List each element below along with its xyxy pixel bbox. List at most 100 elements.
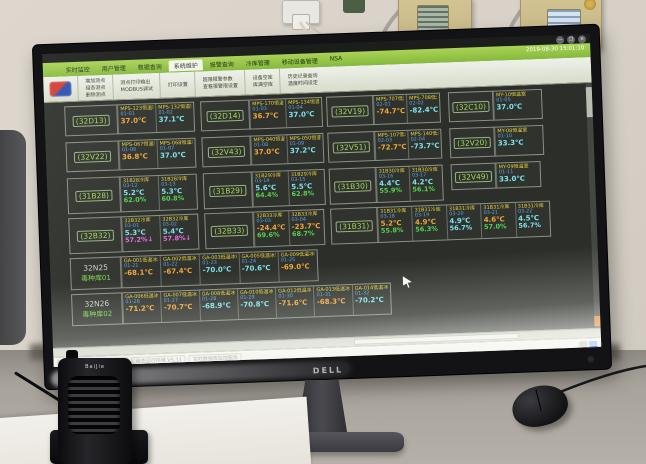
temperature-value: -71.2℃ [125,304,155,314]
sensor-cell[interactable]: MPS-107低温冰箱 02-03 -72.7℃ [374,130,409,161]
sensor-cell[interactable]: GA-007低温冰箱 01-27 -70.7℃ [160,290,200,322]
sensor-cell[interactable]: MPS-068恒温箱 01-07 37.0℃ [156,138,196,169]
sensor-cell[interactable]: 32B33冷库 03-03 -24.4℃ 69.6% [253,211,290,247]
sensor-cell[interactable]: 31B31冷库 03-18 5.2℃ 55.8% [377,206,413,242]
sensor-cell[interactable]: MPS-067恒温箱 01-06 36.8℃ [118,140,158,170]
toolbar-button[interactable]: 打印设置 [167,81,188,89]
menu-item-用户管理[interactable]: 用户管理 [101,64,126,73]
device-panel-32B32[interactable]: (32B32) 32B32冷库 03-01 5.3℃ 57.2%↓ 32B32冷库 03-0… [68,213,200,255]
device-panel-32V49[interactable]: (32V49) MY-09恒温室 01-11 33.0℃ [450,160,542,191]
panel-id-label: (32C10) [452,100,490,113]
monitor-screen: — ❐ ✕ 实时监控 用户管理 数据查询 系统维护 报警查询 冷库管理 移动设备管理 NSA 20… [42,34,602,367]
device-panel-31B30[interactable]: (31B30) 31B30冷库 03-16 4.4℃ 55.9% 31B30冷库 03-17… [328,164,444,205]
sensor-cell[interactable]: GA-008低温冰箱 01-28 -68.9℃ [198,289,238,321]
temperature-value: -68.1℃ [124,268,154,278]
scrollbar-thumb[interactable] [585,87,593,118]
monitoring-canvas: (32D13) MPS-123恒温箱 01-01 37.0℃ MPS-132恒温箱 01-… [44,83,601,348]
device-panel-31B31[interactable]: (31B31) 31B31冷库 03-18 5.2℃ 55.8% 31B31冷库 03-19… [330,200,552,245]
taskbar-button[interactable]: 组态运行环境 V5.11 [131,354,187,367]
toolbar-button[interactable]: 查看报警限设置 [202,83,239,91]
panel-id-label: (31B31) [335,219,373,232]
sensor-cell[interactable]: 31B28冷库 03-13 5.3℃ 60.8% [157,174,197,210]
temperature-value: 37.0℃ [120,116,147,126]
device-panel-32B33[interactable]: (32B33) 32B33冷库 03-03 -24.4℃ 69.6% 32B33冷库 03-… [204,208,326,250]
sensor-cell[interactable]: MPS-140低温冰箱 02-04 -73.7℃ [407,129,442,159]
menu-item-移动设备管理[interactable]: 移动设备管理 [281,57,318,66]
device-panel-32V22[interactable]: (32V22) MPS-067恒温箱 01-06 36.8℃ MPS-068恒温箱 01-… [65,137,197,173]
sensor-cell[interactable]: GA-006低温冰箱 01-26 -71.2℃ [122,291,162,324]
device-panel-32N26[interactable]: 32N26 毒种库02 GA-006低温冰箱 01-26 -71.2℃ GA-007低温冰… [71,282,392,327]
sensor-cell[interactable]: 31B28冷库 03-12 5.2℃ 62.0% [119,175,159,212]
humidity-value: 56.1% [412,184,436,194]
toolbar-button[interactable]: 库满空库 [252,81,274,89]
device-panel-32V43[interactable]: (32V43) MPS-040恒温箱 01-08 37.0℃ MPS-050恒温箱 01-… [201,132,325,168]
temperature-value: -73.7℃ [410,141,440,151]
sensor-cell[interactable]: 31B31冷库 03-20 4.9℃ 56.7% [445,204,482,240]
menu-item-冷库管理[interactable]: 冷库管理 [245,59,270,68]
device-panel-31B29[interactable]: (31B29) 31B29冷库 03-14 5.6℃ 64.4% 31B29冷库 03-15… [202,168,326,210]
sensor-cell[interactable]: MPS-134恒温箱 01-04 37.0℃ [285,97,323,128]
sensor-cell[interactable]: GA-013低温冰箱 01-31 -68.3℃ [313,284,353,317]
toolbar-button[interactable]: 组态测点 [85,84,106,92]
sensor-cell[interactable]: MPS-707低温冰箱 02-01 -74.7℃ [372,94,407,125]
sensor-cell[interactable]: GA-012低温冰箱 01-30 -71.6℃ [275,286,315,318]
sensor-cell[interactable]: 31B31冷库 03-19 4.9℃ 56.3% [411,205,448,241]
panel-id-label: (31B28) [75,189,113,202]
toolbar-button[interactable]: 删除测点 [85,91,106,99]
vertical-scrollbar[interactable] [585,83,601,329]
mouse-cursor [403,276,412,288]
sensor-cell[interactable]: GA-010低温冰箱 01-29 -70.8℃ [236,287,277,320]
device-panel-32V20[interactable]: (32V20) MY-08恒温室 01-10 33.3℃ [449,124,545,159]
toolbar-button[interactable]: 历史记录查询 [287,73,318,81]
toolbar-button[interactable]: 增加测点 [85,77,106,85]
sensor-cell[interactable]: 32B32冷库 03-02 5.4℃ 57.8%↓ [159,214,199,250]
sensor-cell[interactable]: GA-009低温冰箱 01-25 -69.0℃ [277,250,318,282]
toolbar-button[interactable]: 设备空库 [252,74,273,82]
sensor-cell[interactable]: 31B30冷库 03-16 4.4℃ 55.9% [375,166,410,202]
app-logo-icon [49,81,72,97]
device-panel-32V51[interactable]: (32V51) MPS-107低温冰箱 02-03 -72.7℃ MPS-140低温冰箱… [327,128,443,163]
sensor-cell[interactable]: GA-002低温冰箱 01-22 -67.4℃ [159,254,201,286]
sensor-cell[interactable]: MPS-040恒温箱 01-08 37.0℃ [250,135,288,165]
sensor-cell[interactable]: GA-001低温冰箱 01-21 -68.1℃ [120,255,161,288]
panel-id-label: (31B29) [209,184,247,197]
sensor-cell[interactable]: 31B31冷库 03-22 4.5℃ 56.7% [514,201,551,237]
menu-item-系统维护[interactable]: 系统维护 [168,58,203,72]
device-panel-32D14[interactable]: (32D14) MPS-170恒温箱 01-03 36.7℃ MPS-134恒温箱 01-… [200,96,324,132]
sensor-cell[interactable]: GA-005低温冰箱 01-24 -70.6℃ [238,251,279,284]
toolbar-button[interactable]: MODBUS调试 [120,86,154,94]
temperature-value: -82.4℃ [409,105,439,115]
temperature-value: -68.9℃ [201,301,231,311]
menu-item-数据查询[interactable]: 数据查询 [137,63,162,72]
sensor-cell[interactable]: 31B29冷库 03-14 5.6℃ 64.4% [251,171,289,207]
device-panel-32D13[interactable]: (32D13) MPS-123恒温箱 01-01 37.0℃ MPS-132恒温箱 01-… [64,101,196,137]
sensor-cell[interactable]: 32B32冷库 03-01 5.3℃ 57.2%↓ [121,215,161,252]
sensor-cell[interactable]: MY-09恒温室 01-11 33.0℃ [495,161,541,188]
sensor-cell[interactable]: GA-003低温冰箱 01-23 -70.0℃ [199,253,240,285]
device-panel-32N25[interactable]: 32N25 毒种库01 GA-001低温冰箱 01-21 -68.1℃ GA-002低温冰… [69,249,319,291]
sensor-cell[interactable]: MPS-708低温冰箱 02-02 -82.4℃ [405,93,440,123]
sensor-cell[interactable]: MY-10恒温室 01-05 37.0℃ [492,89,542,120]
sensor-cell[interactable]: 31B30冷库 03-17 4.2℃ 56.1% [408,165,443,201]
sensor-cell[interactable]: GA-014低温冰箱 01-32 -70.2℃ [351,283,391,315]
sensor-cell[interactable]: MPS-170恒温箱 01-03 36.7℃ [249,99,287,129]
toolbar-button[interactable]: 温度时间设定 [287,80,319,88]
humidity-value: 62.8% [291,189,315,199]
device-panel-32V19[interactable]: (32V19) MPS-707低温冰箱 02-01 -74.7℃ MPS-708低温冰箱… [325,92,441,127]
menu-item-报警查询[interactable]: 报警查询 [209,60,234,69]
menu-item-NSA[interactable]: NSA [329,54,343,63]
device-panel-32C10[interactable]: (32C10) MY-10恒温室 01-05 37.0℃ [447,88,543,123]
sensor-cell[interactable]: 31B29冷库 03-15 5.5℃ 62.8% [287,169,325,206]
sensor-cell[interactable]: MY-08恒温室 01-10 33.3℃ [494,125,544,156]
sensor-cell[interactable]: MPS-123恒温箱 01-01 37.0℃ [117,104,157,134]
toolbar-button[interactable]: 测点打印输出 [120,79,151,87]
sensor-cell[interactable]: MPS-050恒温箱 01-09 37.2℃ [286,133,324,164]
sensor-cell[interactable]: 31B31冷库 03-21 4.6℃ 57.0% [480,202,516,239]
temperature-value: 37.0℃ [288,110,315,120]
speaker-grille-icon [68,376,120,434]
temperature-value: -70.0℃ [202,265,232,275]
menu-item-实时监控[interactable]: 实时监控 [65,65,90,74]
sensor-cell[interactable]: 32B33冷库 03-04 -23.7℃ 68.7% [288,209,325,246]
device-panel-31B28[interactable]: (31B28) 31B28冷库 03-12 5.2℃ 62.0% 31B28冷库 03-13… [66,173,199,215]
sensor-cell[interactable]: MPS-132恒温箱 01-02 37.1℃ [155,102,195,133]
